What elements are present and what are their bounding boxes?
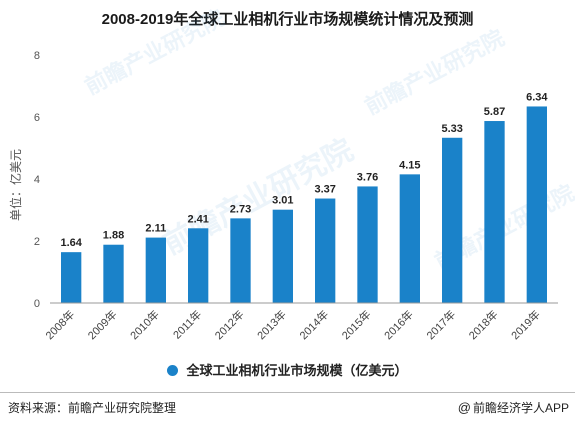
y-axis-label: 单位：亿美元 xyxy=(8,149,23,221)
bar xyxy=(272,209,293,303)
bar-chart: 前瞻产业研究院 前瞻产业研究院 前瞻产业研究院 前瞻产业研究院 单位：亿美元 0… xyxy=(8,5,575,342)
bar xyxy=(103,244,124,303)
x-tick-label: 2017年 xyxy=(423,307,458,342)
footer-divider xyxy=(0,392,575,393)
bar-value-label: 2.73 xyxy=(230,203,251,215)
bar-value-label: 3.37 xyxy=(314,184,335,196)
bar-value-label: 5.87 xyxy=(484,106,505,118)
x-tick-label: 2009年 xyxy=(85,307,120,342)
bar xyxy=(442,137,463,303)
legend-swatch xyxy=(167,365,179,376)
bar-value-label: 5.33 xyxy=(441,123,462,135)
credit-label: 前瞻经济学人APP xyxy=(472,401,569,415)
y-tick-label: 8 xyxy=(34,50,40,62)
bar xyxy=(484,121,505,303)
legend-label: 全球工业相机行业市场规模（亿美元） xyxy=(186,363,408,378)
y-tick-label: 2 xyxy=(34,236,40,248)
x-tick-label: 2008年 xyxy=(42,307,77,342)
x-tick-label: 2013年 xyxy=(254,307,289,342)
bar xyxy=(399,174,420,303)
credit-note: @ 前瞻经济学人APP xyxy=(458,399,569,416)
chart-title: 2008-2019年全球工业相机行业市场规模统计情况及预测 xyxy=(101,11,474,28)
watermark-text: 前瞻产业研究院 xyxy=(81,5,229,99)
y-tick-label: 6 xyxy=(34,112,40,124)
bar-value-label: 6.34 xyxy=(526,91,548,103)
bar xyxy=(526,106,547,304)
x-tick-label: 2012年 xyxy=(212,307,247,342)
bar xyxy=(315,198,336,303)
y-tick-label: 0 xyxy=(34,298,40,310)
x-tick-label: 2019年 xyxy=(508,307,543,342)
x-tick-label: 2014年 xyxy=(296,307,331,342)
bar-value-label: 2.11 xyxy=(145,223,166,235)
bar-value-label: 1.88 xyxy=(103,230,124,242)
bar xyxy=(230,218,251,303)
at-icon: @ xyxy=(457,400,471,415)
bar xyxy=(145,237,166,303)
bar-value-label: 3.01 xyxy=(272,195,293,207)
legend: 全球工业相机行业市场规模（亿美元） xyxy=(0,360,575,379)
x-tick-label: 2018年 xyxy=(466,307,501,342)
bar-value-label: 3.76 xyxy=(357,171,378,183)
bar xyxy=(357,186,378,303)
x-tick-label: 2010年 xyxy=(127,307,162,342)
x-tick-label: 2011年 xyxy=(170,307,204,341)
bar xyxy=(61,252,82,303)
bar-value-label: 2.41 xyxy=(187,213,208,225)
x-tick-label: 2015年 xyxy=(339,307,374,342)
bar-value-label: 1.64 xyxy=(60,237,82,249)
y-tick-label: 4 xyxy=(34,174,40,186)
bar xyxy=(188,228,209,303)
source-note: 资料来源：前瞻产业研究院整理 xyxy=(8,401,177,415)
x-tick-label: 2016年 xyxy=(381,307,416,342)
bar-value-label: 4.15 xyxy=(399,159,420,171)
